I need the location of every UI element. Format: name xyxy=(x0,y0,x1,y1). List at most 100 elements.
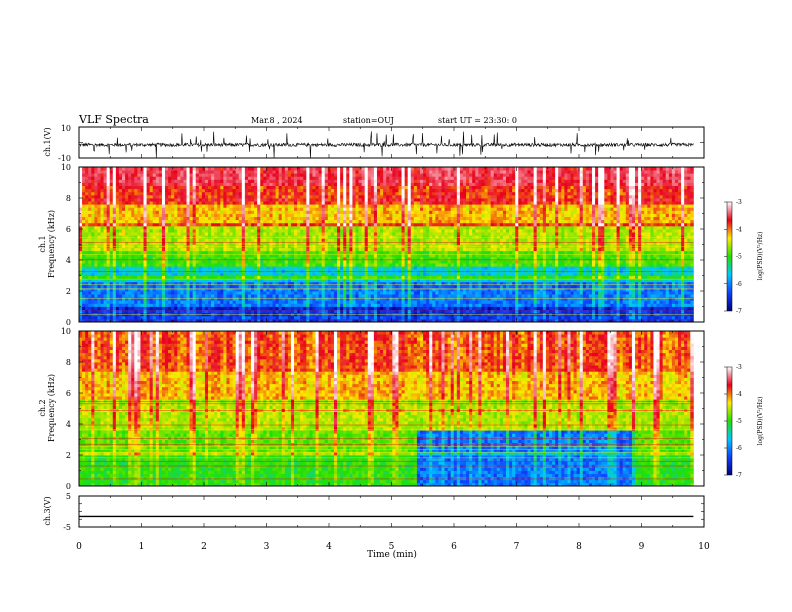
spectrogram-cell xyxy=(454,285,457,289)
spectrogram-cell xyxy=(472,300,475,304)
spectrogram-cell xyxy=(386,310,389,314)
spectrogram-cell xyxy=(626,300,629,304)
spectrogram-cell xyxy=(660,297,663,301)
spectrogram-cell xyxy=(248,263,251,267)
spectrogram-cell xyxy=(131,248,134,252)
spectrogram-cell xyxy=(420,272,423,276)
spectrogram-cell xyxy=(334,272,337,276)
spectrogram-cell xyxy=(432,276,435,280)
spectrogram-cell xyxy=(337,248,340,252)
spectrogram-cell xyxy=(257,307,260,311)
spectrogram-cell xyxy=(583,266,586,270)
spectrogram-cell xyxy=(491,251,494,255)
spectrogram-cell xyxy=(604,297,607,301)
spectrogram-cell xyxy=(678,291,681,295)
spectrogram-cell xyxy=(641,288,644,292)
spectrogram-cell xyxy=(672,294,675,298)
spectrogram-cell xyxy=(494,251,497,255)
spectrogram-cell xyxy=(500,269,503,273)
spectrogram-cell xyxy=(340,260,343,264)
spectrogram-cell xyxy=(199,269,202,273)
spectrogram-cell xyxy=(469,291,472,295)
spectrogram-cell xyxy=(531,269,534,273)
spectrogram-cell xyxy=(328,251,331,255)
spectrogram-cell xyxy=(260,288,263,292)
spectrogram-cell xyxy=(555,266,558,270)
spectrogram-cell xyxy=(531,251,534,255)
spectrogram-cell xyxy=(614,300,617,304)
spectrogram-cell xyxy=(316,276,319,280)
spectrogram-cell xyxy=(300,294,303,298)
spectrogram-cell xyxy=(583,272,586,276)
spectrogram-cell xyxy=(159,266,162,270)
spectrogram-cell xyxy=(165,316,168,320)
spectrogram-cell xyxy=(187,291,190,295)
spectrogram-cell xyxy=(337,291,340,295)
spectrogram-cell xyxy=(306,276,309,280)
spectrogram-cell xyxy=(512,303,515,307)
spectrogram-cell xyxy=(144,248,147,252)
spectrogram-cell xyxy=(168,288,171,292)
spectrogram-cell xyxy=(638,316,641,320)
spectrogram-cell xyxy=(509,248,512,252)
spectrogram-cell xyxy=(316,307,319,311)
spectrogram-cell xyxy=(506,285,509,289)
spectrogram-cell xyxy=(515,269,518,273)
spectrogram-cell xyxy=(515,260,518,264)
spectrogram-cell xyxy=(653,294,656,298)
spectrogram-cell xyxy=(159,307,162,311)
spectrogram-cell xyxy=(233,266,236,270)
spectrogram-cell xyxy=(441,285,444,289)
spectrogram-cell xyxy=(690,248,693,252)
spectrogram-cell xyxy=(199,251,202,255)
spectrogram-cell xyxy=(398,297,401,301)
spectrogram-cell xyxy=(503,288,506,292)
spectrogram-cell xyxy=(309,297,312,301)
spectrogram-cell xyxy=(681,266,684,270)
spectrogram-cell xyxy=(411,294,414,298)
spectrogram-cell xyxy=(586,294,589,298)
spectrogram-cell xyxy=(389,310,392,314)
spectrogram-cell xyxy=(405,266,408,270)
spectrogram-cell xyxy=(134,251,137,255)
spectrogram-cell xyxy=(601,263,604,267)
spectrogram-cell xyxy=(521,276,524,280)
spectrogram-cell xyxy=(657,251,660,255)
spectrogram-cell xyxy=(355,303,358,307)
spectrogram-cell xyxy=(251,263,254,267)
spectrogram-cell xyxy=(300,300,303,304)
spectrogram-cell xyxy=(660,288,663,292)
spectrogram-cell xyxy=(641,260,644,264)
spectrogram-cell xyxy=(144,288,147,292)
spectrogram-cell xyxy=(524,266,527,270)
spectrogram-cell xyxy=(589,303,592,307)
spectrogram-cell xyxy=(82,285,85,289)
spectrogram-cell xyxy=(171,263,174,267)
spectrogram-cell xyxy=(537,272,540,276)
spectrogram-cell xyxy=(137,294,140,298)
spectrogram-cell xyxy=(632,266,635,270)
spectrogram-cell xyxy=(580,288,583,292)
spectrogram-cell xyxy=(199,260,202,264)
spectrogram-cell xyxy=(441,316,444,320)
spectrogram-cell xyxy=(561,303,564,307)
spectrogram-cell xyxy=(101,310,104,314)
spectrogram-cell xyxy=(107,300,110,304)
spectrogram-cell xyxy=(174,251,177,255)
spectrogram-cell xyxy=(653,310,656,314)
spectrogram-cell xyxy=(137,307,140,311)
spectrogram-cell xyxy=(429,260,432,264)
spectrogram-cell xyxy=(494,272,497,276)
spectrogram-cell xyxy=(586,276,589,280)
spectrogram-cell xyxy=(478,266,481,270)
spectrogram-cell xyxy=(620,294,623,298)
spectrogram-cell xyxy=(571,291,574,295)
spectrogram-cell xyxy=(610,307,613,311)
spectrogram-cell xyxy=(491,291,494,295)
spectrogram-cell xyxy=(454,307,457,311)
spectrogram-cell xyxy=(180,263,183,267)
spectrogram-cell xyxy=(660,303,663,307)
spectrogram-cell xyxy=(349,251,352,255)
spectrogram-cell xyxy=(635,307,638,311)
spectrogram-cell xyxy=(97,260,100,264)
